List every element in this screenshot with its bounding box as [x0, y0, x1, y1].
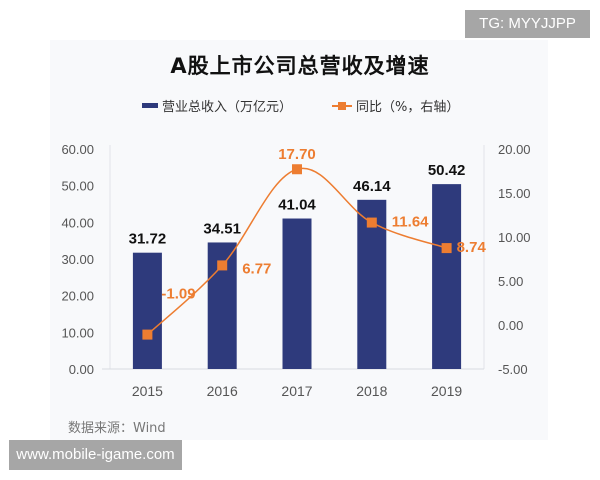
- bar-value-label: 41.04: [278, 197, 316, 214]
- right-axis-tick: 0.00: [498, 318, 523, 333]
- line-marker-icon: [217, 260, 228, 271]
- line-value-label: 11.64: [392, 214, 429, 231]
- line-value-label: 6.77: [242, 260, 271, 277]
- line-value-label: 17.70: [278, 146, 316, 163]
- left-axis-tick: 60.00: [61, 142, 94, 157]
- x-axis-tick: 2018: [356, 383, 387, 399]
- line-marker-icon: [292, 164, 302, 175]
- bar-value-label: 50.42: [428, 162, 466, 179]
- source-note: 数据来源：Wind: [68, 421, 166, 436]
- line-value-label: -1.09: [161, 286, 195, 303]
- bar-2019: [432, 184, 462, 369]
- bar-value-label: 46.14: [353, 178, 391, 195]
- right-axis-tick: 15.00: [498, 186, 531, 201]
- right-axis-tick: 5.00: [498, 274, 523, 289]
- x-axis-tick: 2016: [207, 383, 238, 399]
- bar-2015: [132, 252, 162, 369]
- watermark-top: TG: MYYJJPP: [465, 10, 590, 38]
- legend-item-revenue: 营业总收入（万亿元）: [142, 96, 292, 115]
- bar-value-label: 34.51: [203, 220, 241, 237]
- watermark-bottom: www.mobile-igame.com: [9, 440, 182, 470]
- legend: 营业总收入（万亿元） 同比（%，右轴）: [0, 96, 600, 116]
- line-marker-icon: [142, 329, 153, 340]
- legend-label-revenue: 营业总收入（万亿元）: [162, 100, 293, 115]
- legend-item-growth: 同比（%，右轴）: [332, 96, 459, 115]
- right-axis-tick: 20.00: [498, 142, 531, 157]
- bar-2018: [357, 199, 387, 369]
- bar-2017: [282, 218, 312, 369]
- right-axis-tick: 10.00: [498, 230, 531, 245]
- left-axis-tick: 10.00: [61, 325, 94, 340]
- x-axis-tick: 2017: [281, 383, 312, 399]
- line-value-label: 8.74: [457, 239, 487, 256]
- bar-value-label: 31.72: [129, 231, 167, 248]
- line-marker-swatch-icon: [332, 101, 352, 111]
- chart-title: A股上市公司总营收及增速: [170, 54, 430, 78]
- line-marker-icon: [366, 217, 377, 228]
- legend-label-growth: 同比（%，右轴）: [356, 100, 460, 115]
- right-axis-tick: -5.00: [498, 362, 528, 377]
- left-axis-tick: 50.00: [61, 179, 94, 194]
- x-axis-tick: 2015: [132, 383, 163, 399]
- x-axis-tick: 2019: [431, 383, 462, 399]
- left-axis-tick: 30.00: [61, 252, 94, 267]
- line-marker-icon: [441, 243, 452, 254]
- bar-swatch-icon: [142, 103, 158, 108]
- left-axis-tick: 40.00: [61, 215, 94, 230]
- left-axis-tick: 20.00: [61, 289, 94, 304]
- left-axis-tick: 0.00: [69, 362, 94, 377]
